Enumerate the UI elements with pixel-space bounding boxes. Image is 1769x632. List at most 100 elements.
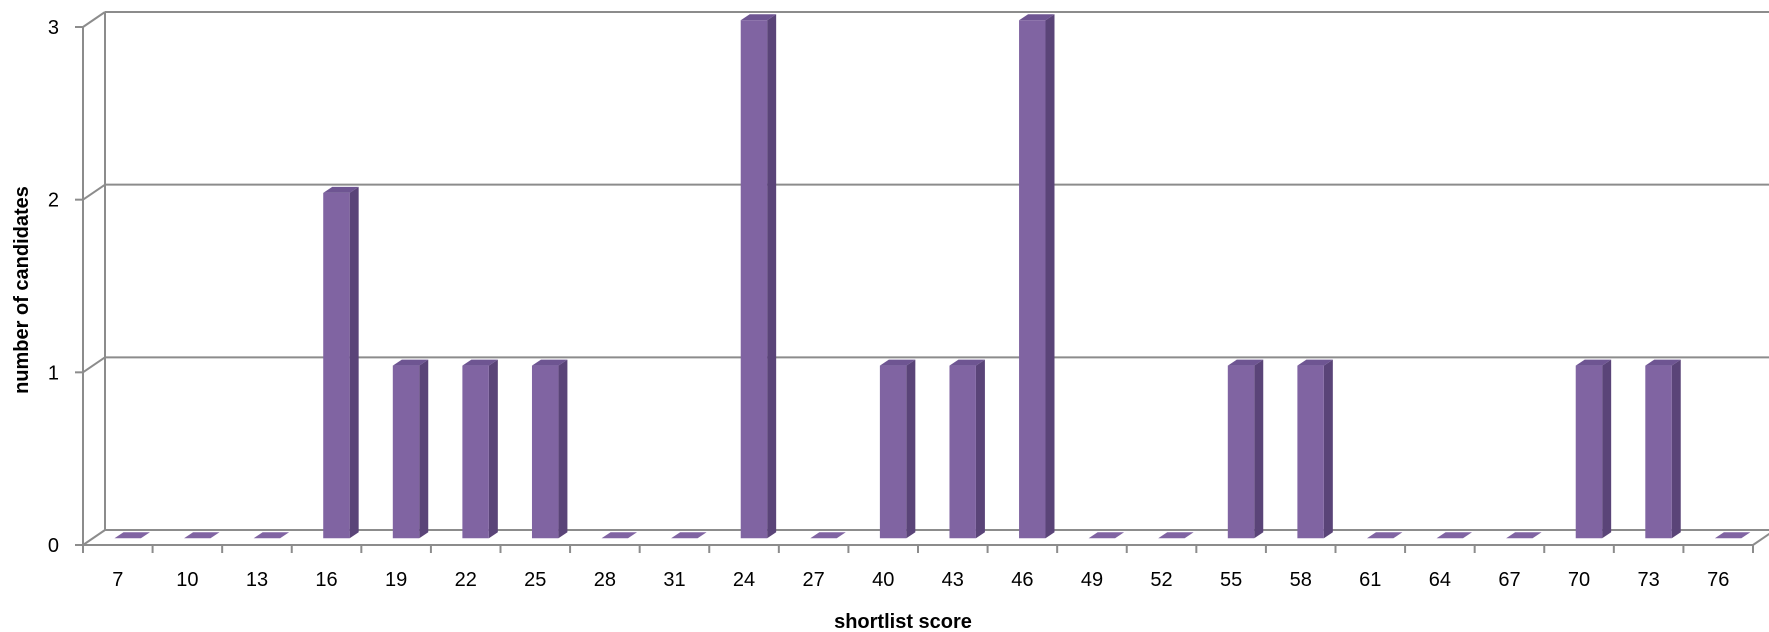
x-tick-label: 13 [246,569,268,591]
x-axis-title: shortlist score [834,611,972,632]
bar [1019,14,1055,539]
floor-right-edge [1752,532,1769,546]
bar-top [949,359,985,366]
bar [1436,532,1472,539]
bar-side [1602,359,1612,539]
x-tick-label: 31 [663,569,685,591]
bar [1645,359,1681,539]
x-tick-label: 43 [942,569,964,591]
bar-top [740,14,777,21]
bar [1227,359,1264,539]
y-tick-label: 2 [48,190,59,212]
bar-top [531,359,568,366]
x-tick-label: 64 [1429,569,1451,591]
bar-zero [114,532,150,539]
bar-front [1645,365,1672,539]
bar [1714,532,1751,539]
bar [1158,532,1194,539]
bar [531,359,568,539]
bar-zero [1714,532,1751,539]
bar [1088,532,1125,539]
bar-side [1323,359,1333,539]
bar-zero [671,532,707,539]
bar-top [1019,14,1055,21]
bar-zero [184,532,220,539]
bar-front [879,365,907,539]
gridline-diagonal [82,11,106,28]
x-tick-label: 46 [1011,569,1033,591]
x-tick-label: 67 [1498,569,1520,591]
x-tick-label: 52 [1150,569,1172,591]
x-tick-label: 58 [1290,569,1312,591]
bar-side [1671,359,1681,539]
bar [462,359,498,539]
y-tick-label: 1 [48,362,59,384]
x-tick-label: 24 [733,569,755,591]
axes [75,12,1769,553]
bar-front [1297,365,1324,539]
bar-zero [253,532,290,539]
bar-side [419,359,429,539]
bar [949,359,985,539]
bar-side [349,186,359,539]
bar-side [767,14,777,539]
gridline-diagonal [82,529,106,546]
x-tick-label: 27 [803,569,825,591]
x-tick-label: 7 [112,569,123,591]
bar-side [1254,359,1264,539]
bar-zero [810,532,846,539]
bar-front [531,365,559,539]
bar [671,532,707,539]
x-tick-label: 73 [1638,569,1660,591]
bar-front [1019,20,1046,539]
bar [740,14,777,539]
bar-front [1575,365,1603,539]
x-tick-label: 55 [1220,569,1242,591]
x-tick-label: 61 [1359,569,1381,591]
bar-zero [601,532,637,539]
bar-top [1645,359,1681,366]
bar-top [462,359,498,366]
x-tick-label: 28 [594,569,616,591]
x-tick-labels: 7 10 13 16 19 22 25 28 31 24 27 40 43 46 49 52 55 58 61 64 6… [112,569,1729,591]
bar-top [1297,359,1333,366]
bar-zero [1158,532,1194,539]
bar [114,532,150,539]
bar [601,532,637,539]
bar-top [1575,359,1612,366]
bar-side [975,359,985,539]
bar [1366,532,1403,539]
bar-side [906,359,916,539]
bar [253,532,290,539]
bar [184,532,220,539]
bar-front [392,365,420,539]
x-tick-label: 22 [455,569,477,591]
bar-zero [1436,532,1472,539]
x-tick-label: 19 [385,569,407,591]
bar [810,532,846,539]
bars [114,14,1751,539]
bar-side [488,359,498,539]
gridlines [82,11,1769,546]
bar-front [949,365,976,539]
bar-zero [1506,532,1542,539]
bar [1506,532,1542,539]
bar [392,359,429,539]
y-tick-label: 0 [48,535,59,557]
y-tick-labels: 0 1 2 3 [48,17,59,557]
bar-zero [1088,532,1125,539]
bar-zero [1366,532,1403,539]
bar-side [1045,14,1055,539]
bar-top [879,359,916,366]
bar-top [323,186,359,193]
bar [1575,359,1612,539]
gridline-diagonal [82,183,106,201]
bar-front [462,365,489,539]
bar-side [558,359,568,539]
x-tick-label: 10 [176,569,198,591]
y-tick-label: 3 [48,17,59,39]
bar [879,359,916,539]
x-tick-label: 76 [1707,569,1729,591]
bar [1297,359,1333,539]
